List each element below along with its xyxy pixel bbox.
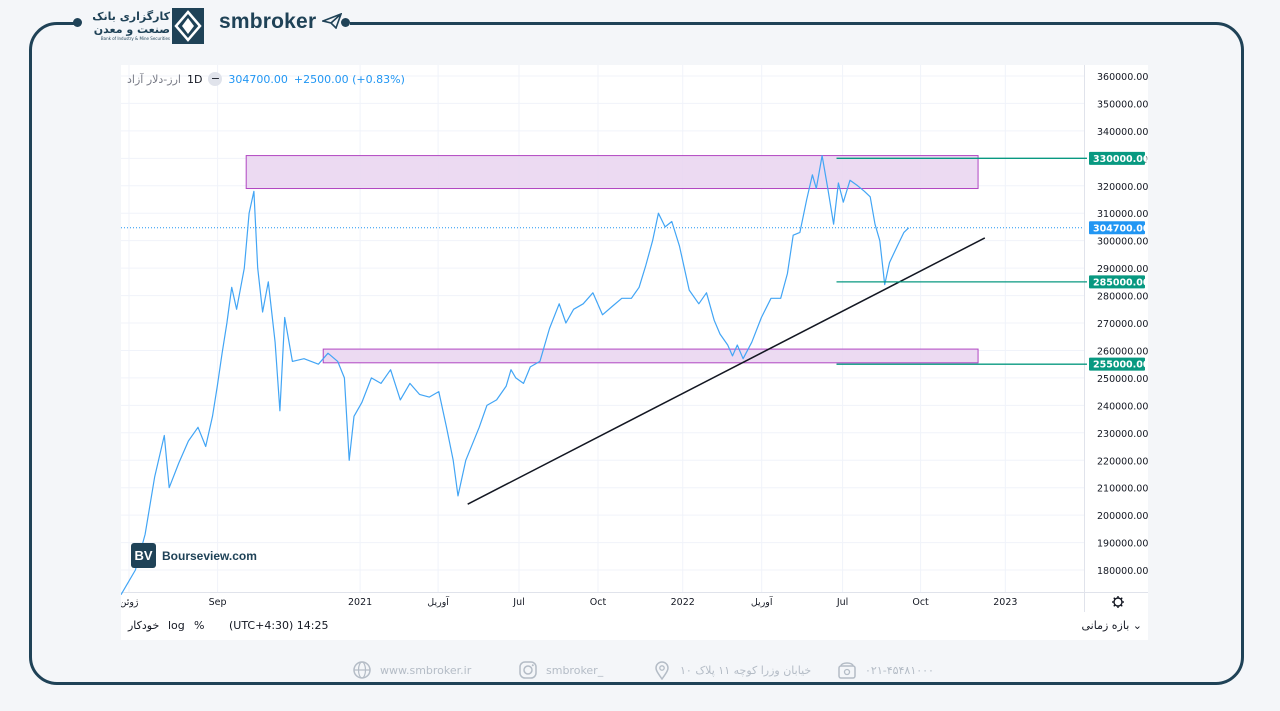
y-tick-label: 340000.00	[1097, 127, 1148, 138]
percent-scale-button[interactable]: %	[194, 619, 205, 632]
x-tick-label: آوریل	[751, 595, 773, 608]
smbroker-text: smbroker	[219, 10, 317, 33]
resistance-zone-2[interactable]	[322, 348, 979, 364]
paper-plane-icon	[320, 12, 343, 30]
x-tick-label: ژوئن	[121, 597, 139, 608]
current-price-badge	[1089, 221, 1145, 235]
bank-logo[interactable]: کارگزاری بانک صنعت و معدن Bank of Indust…	[88, 8, 204, 48]
timezone-clock[interactable]: (UTC+4:30) 14:25	[229, 619, 329, 632]
footer-address: خیابان وزرا کوچه ۱۱ پلاک ۱۰	[652, 660, 811, 680]
price-chart[interactable]: 180000.00 190000.00 200000.00 210000.00 2200…	[121, 65, 1148, 640]
smbroker-logo[interactable]: smbroker	[219, 10, 343, 34]
footer-instagram-text: smbroker_	[546, 663, 604, 677]
current-price-label: 304700.00	[1093, 223, 1148, 234]
x-tick-label: 2023	[993, 597, 1017, 608]
chart-bottom-toolbar: خودکار log % (UTC+4:30) 14:25 بازه زمانی…	[121, 612, 1148, 640]
frame-dot-left	[73, 18, 82, 27]
bank-name-line1: کارگزاری بانک	[92, 10, 170, 23]
settings-gear-icon[interactable]	[1112, 596, 1124, 608]
x-tick-label: 2022	[671, 597, 695, 608]
x-tick-label: Jul	[836, 597, 848, 608]
y-tick-label: 270000.00	[1097, 319, 1148, 330]
frame-dot-right	[341, 18, 350, 27]
bourseview-logo-icon: BV	[131, 543, 156, 568]
price-series-line[interactable]	[121, 154, 910, 596]
time-range-dropdown[interactable]: بازه زمانی ⌄	[1081, 619, 1143, 632]
bourseview-watermark: BV Bourseview.com	[131, 543, 257, 568]
last-price: 304700.00	[228, 72, 288, 86]
level-label-285000: 285000.00	[1093, 277, 1148, 288]
y-tick-label: 210000.00	[1097, 484, 1148, 495]
price-change: +2500.00 (+0.83%)	[293, 72, 405, 86]
y-tick-label: 290000.00	[1097, 264, 1148, 275]
footer-phone[interactable]: ۰۲۱-۴۵۴۸۱۰۰۰	[837, 660, 934, 680]
footer-website-text: www.smbroker.ir	[380, 663, 472, 677]
bank-emblem-icon	[172, 8, 204, 44]
x-tick-label: Jul	[512, 597, 524, 608]
bourseview-text: Bourseview.com	[162, 548, 257, 563]
log-scale-button[interactable]: log	[168, 619, 185, 632]
y-tick-label: 280000.00	[1097, 292, 1148, 303]
footer-instagram[interactable]: smbroker_	[518, 660, 603, 680]
y-tick-label: 230000.00	[1097, 429, 1148, 440]
x-tick-label: Sep	[209, 597, 227, 608]
instagram-icon	[519, 661, 537, 679]
y-tick-label: 250000.00	[1097, 374, 1148, 385]
footer-website[interactable]: www.smbroker.ir	[352, 660, 471, 680]
x-tick-label: آوریل	[427, 595, 449, 608]
level-label-255000: 255000.00	[1093, 360, 1148, 371]
bank-name-english: Bank of Industry & Mine Securities	[100, 36, 170, 41]
level-badge-285000	[1089, 275, 1145, 289]
location-pin-icon	[655, 661, 669, 680]
bank-name: کارگزاری بانک صنعت و معدن Bank of Indust…	[88, 10, 170, 42]
chart-panel[interactable]: 180000.00 190000.00 200000.00 210000.00 2200…	[121, 65, 1148, 640]
level-badge-330000	[1089, 151, 1145, 165]
y-tick-label: 190000.00	[1097, 539, 1148, 550]
symbol-legend[interactable]: ارز-دلار آزاد 1D − 304700.00 +2500.00 (+…	[127, 72, 405, 86]
y-tick-label: 320000.00	[1097, 182, 1148, 193]
auto-scale-button[interactable]: خودکار	[128, 619, 160, 632]
y-tick-label: 220000.00	[1097, 456, 1148, 467]
symbol-name[interactable]: ارز-دلار آزاد	[127, 72, 181, 86]
y-tick-label: 240000.00	[1097, 401, 1148, 412]
y-tick-label: 350000.00	[1097, 99, 1148, 110]
telephone-icon	[838, 662, 856, 679]
footer-address-text: خیابان وزرا کوچه ۱۱ پلاک ۱۰	[680, 663, 812, 677]
page-frame	[29, 22, 1244, 685]
level-badge-255000	[1089, 357, 1145, 371]
x-tick-label: 2021	[348, 597, 372, 608]
y-tick-label: 180000.00	[1097, 566, 1148, 577]
timeframe[interactable]: 1D	[186, 72, 203, 86]
y-tick-label: 260000.00	[1097, 346, 1148, 357]
y-tick-label: 200000.00	[1097, 511, 1148, 522]
y-tick-label: 360000.00	[1097, 72, 1148, 83]
resistance-zone-1[interactable]	[245, 155, 979, 190]
bank-name-line2: صنعت و معدن	[93, 23, 170, 36]
header-bar	[80, 0, 350, 46]
support-trendline[interactable]	[467, 237, 986, 505]
collapse-legend-icon[interactable]: −	[208, 72, 223, 86]
x-tick-label: Oct	[590, 597, 607, 608]
x-tick-label: Oct	[912, 597, 929, 608]
footer-phone-text: ۰۲۱-۴۵۴۸۱۰۰۰	[865, 663, 934, 677]
level-label-330000: 330000.00	[1093, 154, 1148, 165]
y-tick-label: 300000.00	[1097, 237, 1148, 248]
y-tick-label: 310000.00	[1097, 209, 1148, 220]
globe-icon	[353, 661, 371, 679]
